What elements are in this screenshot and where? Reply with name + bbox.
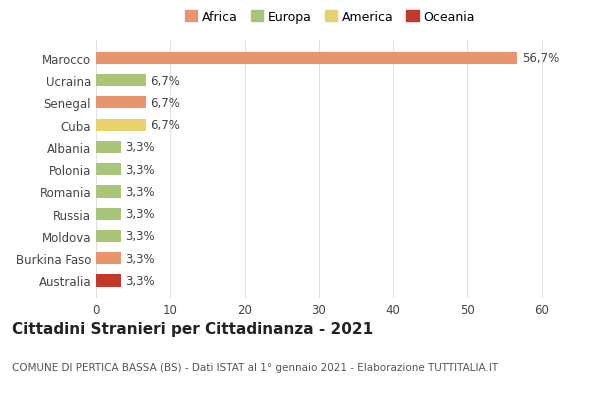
Text: 6,7%: 6,7%: [150, 97, 180, 110]
Text: 3,3%: 3,3%: [125, 141, 155, 154]
Text: 6,7%: 6,7%: [150, 74, 180, 88]
Text: 3,3%: 3,3%: [125, 274, 155, 287]
Bar: [96, 119, 146, 131]
Bar: [96, 275, 121, 287]
Bar: [96, 142, 121, 154]
Legend: Africa, Europa, America, Oceania: Africa, Europa, America, Oceania: [180, 6, 480, 29]
Bar: [96, 208, 121, 220]
Bar: [96, 230, 121, 243]
Bar: [96, 164, 121, 176]
Text: 3,3%: 3,3%: [125, 230, 155, 243]
Text: 6,7%: 6,7%: [150, 119, 180, 132]
Bar: [96, 252, 121, 265]
Text: 3,3%: 3,3%: [125, 208, 155, 220]
Bar: [96, 97, 146, 109]
Text: 3,3%: 3,3%: [125, 185, 155, 198]
Text: Cittadini Stranieri per Cittadinanza - 2021: Cittadini Stranieri per Cittadinanza - 2…: [12, 321, 373, 336]
Bar: [96, 186, 121, 198]
Text: 3,3%: 3,3%: [125, 163, 155, 176]
Text: 56,7%: 56,7%: [521, 52, 559, 65]
Bar: [96, 53, 517, 65]
Text: COMUNE DI PERTICA BASSA (BS) - Dati ISTAT al 1° gennaio 2021 - Elaborazione TUTT: COMUNE DI PERTICA BASSA (BS) - Dati ISTA…: [12, 362, 498, 372]
Text: 3,3%: 3,3%: [125, 252, 155, 265]
Bar: [96, 75, 146, 87]
